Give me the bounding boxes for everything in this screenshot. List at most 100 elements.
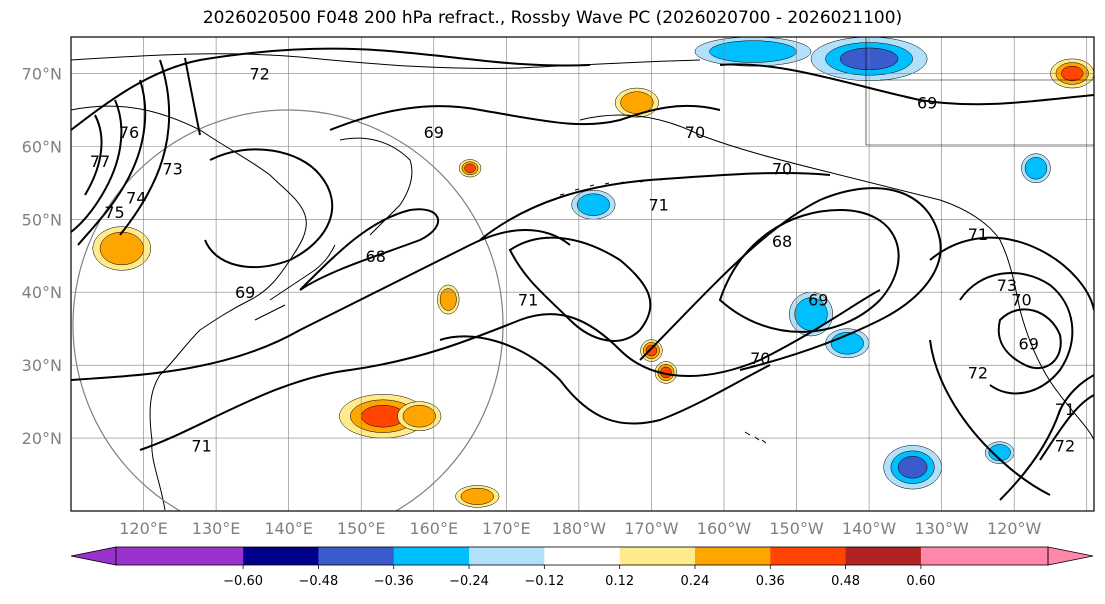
anomaly-patch [620,91,654,114]
contour-label: 73 [162,159,182,178]
contour-line [959,272,1074,395]
anomaly-patch [576,193,610,216]
colorbar-tick-label: −0.36 [374,574,414,589]
colorbar-over-extend [1047,546,1094,566]
contour-label: 69 [917,94,937,113]
coastline-alaska [579,114,1001,241]
contour-line [139,289,881,451]
contour-label: 68 [772,232,792,251]
coastline-siberia-north [71,53,701,69]
anomaly-patch [439,288,457,311]
contour-line [479,171,831,241]
latitude-labels: 20°N 30°N 40°N 50°N 60°N 70°N [22,64,62,448]
anomaly-patch [897,456,928,479]
contour-line [204,148,334,268]
colorbar-frame [115,546,1049,566]
coastlines [71,37,1094,511]
latitude-label: 50°N [22,210,62,229]
contour-line [299,208,440,291]
longitude-label: 130°W [914,519,969,538]
colorbar-tick-label: −0.12 [524,574,564,589]
contour-label: 77 [90,152,110,171]
colorbar-segment [393,547,470,565]
colorbar-tick-label: −0.48 [298,574,338,589]
contour-label: 69 [1019,334,1039,353]
contour-label: 68 [366,247,386,266]
colorbar-segment [770,547,847,565]
latitude-label: 60°N [22,137,62,156]
contour-label: 71 [191,436,211,455]
latitude-label: 20°N [22,429,62,448]
contour-line [999,374,1094,501]
contour-label: 70 [750,349,770,368]
contour-label: 70 [1011,291,1031,310]
map-frame [70,36,1095,512]
contour-line [77,79,147,246]
anomaly-fill-layer [92,37,1094,508]
contour-line [719,63,1094,106]
anomaly-patch [99,231,144,266]
refractivity-contours [71,47,1094,501]
anomaly-patch [988,444,1011,462]
hawaii-islands [744,431,767,444]
chart-title: 2026020500 F048 200 hPa refract., Rossby… [202,8,903,28]
contour-line [718,208,900,333]
anomaly-patch [460,487,494,505]
contour-line [929,339,1051,496]
colorbar-tick-label: 0.36 [756,574,785,589]
colorbar-segment [544,547,621,565]
contour-line [508,236,652,342]
colorbar-segment [845,547,922,565]
great-circle-ring [72,109,504,511]
longitude-label: 120°E [119,519,168,538]
coastline-japan [254,244,336,321]
longitude-label: 130°E [192,519,241,538]
contour-line [184,57,201,136]
contour-line [439,335,771,425]
longitude-label: 150°E [337,519,386,538]
contour-line [71,229,571,381]
contour-line [929,236,1094,311]
colorbar-segment [243,547,319,565]
longitude-label: 180°W [552,519,607,538]
contour-label: 71 [649,196,669,215]
anomaly-patch [402,405,436,428]
colorbar-tick-label: −0.60 [223,574,263,589]
longitude-labels: 120°E 130°E 140°E 150°E 160°E 170°E 180°W 170°W… [119,519,1041,538]
contour-line [1039,394,1094,461]
colorbar-segment [318,547,395,565]
longitude-label: 150°W [769,519,824,538]
contour-label: 71 [518,291,538,310]
colorbar-segment [469,547,545,565]
contour-label: 72 [249,64,269,83]
contour-label: 72 [968,363,988,382]
latitude-label: 70°N [22,64,62,83]
longitude-label: 170°E [482,519,531,538]
contour-line [119,59,171,236]
colorbar-tick-label: 0.48 [831,574,860,589]
contour-label: 69 [808,291,828,310]
colorbar-segment [694,547,771,565]
anomaly-patch [464,163,476,173]
contour-label: 73 [997,276,1017,295]
map-background [71,37,1094,511]
colorbar: −0.60 −0.48 −0.36 −0.24 −0.12 0.12 0.24 0.36 0.4… [70,546,1094,589]
anomaly-patch [1024,157,1048,180]
longitude-label: 160°E [409,519,458,538]
longitude-label: 140°E [264,519,313,538]
longitude-label: 170°W [624,519,679,538]
colorbar-segment [116,547,244,565]
contour-label: 71 [1055,400,1075,419]
contour-label: 74 [126,188,146,207]
boundary-lines [865,37,1094,146]
contour-label: 75 [104,203,124,222]
colorbar-segment [920,547,1048,565]
colorbar-under-extend [70,546,117,566]
colorbar-segment [619,547,696,565]
latitude-label: 40°N [22,283,62,302]
contour-label: 71 [968,225,988,244]
longitude-label: 140°W [842,519,897,538]
colorbar-tick-label: 0.60 [906,574,935,589]
